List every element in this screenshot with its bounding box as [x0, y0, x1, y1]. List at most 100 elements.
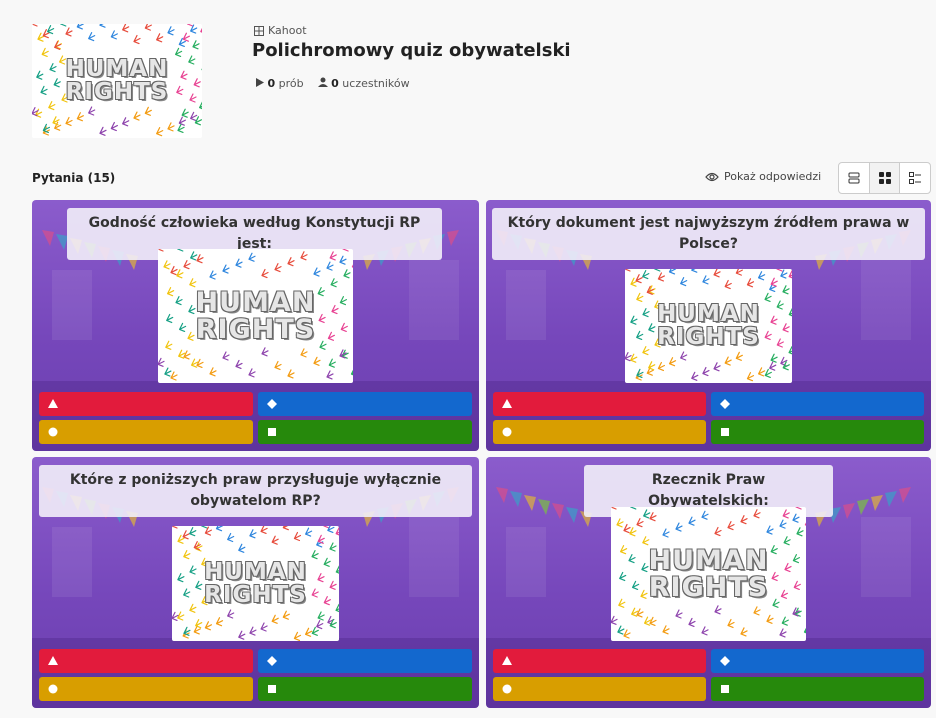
- hand: [339, 296, 347, 306]
- players: 0 uczestników: [317, 77, 410, 90]
- hand: [176, 85, 184, 95]
- board: [409, 517, 459, 597]
- image-title: HUMAN RIGHTS: [611, 547, 806, 601]
- play-icon: [256, 78, 264, 87]
- plays-label: prób: [278, 77, 304, 90]
- hand: [204, 526, 212, 536]
- grid-view-button[interactable]: [869, 163, 901, 193]
- hand: [644, 616, 652, 626]
- hand: [675, 609, 683, 619]
- hand: [782, 285, 790, 295]
- hand: [167, 122, 175, 132]
- hand: [249, 626, 257, 636]
- hand: [714, 605, 722, 615]
- hand: [215, 617, 224, 627]
- hand: [611, 615, 618, 625]
- hand: [668, 269, 677, 275]
- answer-shape: [48, 684, 58, 694]
- hand: [144, 24, 152, 31]
- hand: [783, 536, 791, 546]
- hand: [770, 277, 778, 287]
- hand: [42, 29, 50, 39]
- hand: [770, 545, 778, 555]
- hand: [654, 269, 661, 272]
- hand: [178, 116, 186, 126]
- hand: [311, 550, 319, 560]
- hand: [76, 112, 84, 122]
- hand: [293, 531, 302, 542]
- hand: [329, 251, 337, 261]
- shape: [720, 399, 730, 409]
- image-title-line: HUMAN: [65, 56, 169, 82]
- image-title-line: RIGHTS: [204, 581, 307, 608]
- hand: [630, 277, 638, 287]
- list-view-button[interactable]: [839, 163, 870, 193]
- hand: [702, 275, 710, 285]
- stats: 0 prób 0 uczestników: [256, 77, 410, 90]
- hand: [724, 279, 732, 290]
- question-card[interactable]: Które z poniższych praw przysługuje wyłą…: [32, 457, 479, 708]
- hand: [193, 78, 201, 88]
- hand: [351, 264, 353, 268]
- question-card[interactable]: Który dokument jest najwyższym źródłem p…: [486, 200, 931, 451]
- hand: [133, 111, 141, 121]
- question-card[interactable]: Rzecznik Praw Obywatelskich: HUMAN RIGHTS: [486, 457, 931, 708]
- hand: [65, 27, 73, 37]
- hand: [300, 348, 308, 358]
- hand: [215, 526, 224, 532]
- hand: [190, 111, 198, 121]
- hand: [680, 277, 688, 287]
- question-text: Który dokument jest najwyższym źródłem p…: [492, 208, 925, 260]
- hand: [319, 340, 327, 350]
- hand: [804, 522, 806, 526]
- hand: [788, 346, 792, 355]
- bunting: [843, 503, 855, 519]
- hand: [625, 269, 631, 272]
- hand: [779, 519, 787, 529]
- hand: [183, 626, 191, 636]
- hand: [194, 116, 202, 126]
- window: [506, 527, 546, 597]
- hand: [657, 272, 665, 282]
- hand: [758, 271, 766, 281]
- image-title-line: RIGHTS: [195, 314, 316, 345]
- hand: [764, 330, 772, 340]
- hand: [167, 287, 175, 297]
- hand: [282, 610, 290, 620]
- hand: [195, 619, 203, 629]
- hand: [287, 369, 295, 379]
- answer-shape: [268, 428, 276, 436]
- hand: [156, 127, 164, 137]
- image-title-line: HUMAN: [648, 545, 769, 576]
- hand: [753, 509, 761, 519]
- bunting: [871, 495, 883, 511]
- hand: [122, 24, 130, 33]
- hand: [189, 603, 197, 613]
- hand: [271, 535, 279, 545]
- answer-shape: [502, 684, 512, 694]
- detail-view-button[interactable]: [900, 163, 930, 193]
- shape: [502, 399, 512, 408]
- answer-bar: [39, 392, 253, 416]
- user-icon: [317, 77, 328, 87]
- hand: [795, 507, 802, 510]
- question-card[interactable]: Godność człowieka według Konstytucji RP …: [32, 200, 479, 451]
- hand: [792, 554, 800, 564]
- hand: [628, 554, 636, 564]
- shape: [502, 656, 512, 665]
- show-answers[interactable]: Pokaż odpowiedzi: [705, 170, 821, 183]
- hands-pattern: [625, 269, 792, 382]
- answer-shape: [502, 427, 512, 437]
- hand: [189, 278, 197, 288]
- hand: [183, 350, 191, 360]
- hand: [165, 340, 173, 350]
- shape: [721, 428, 729, 436]
- answer-shape: [720, 656, 730, 666]
- hand: [196, 254, 204, 264]
- answer-bar: [711, 677, 924, 701]
- image-title: HUMAN RIGHTS: [32, 58, 202, 104]
- hand: [339, 349, 347, 359]
- hand: [788, 308, 792, 317]
- bunting: [538, 499, 550, 515]
- hand: [37, 32, 45, 42]
